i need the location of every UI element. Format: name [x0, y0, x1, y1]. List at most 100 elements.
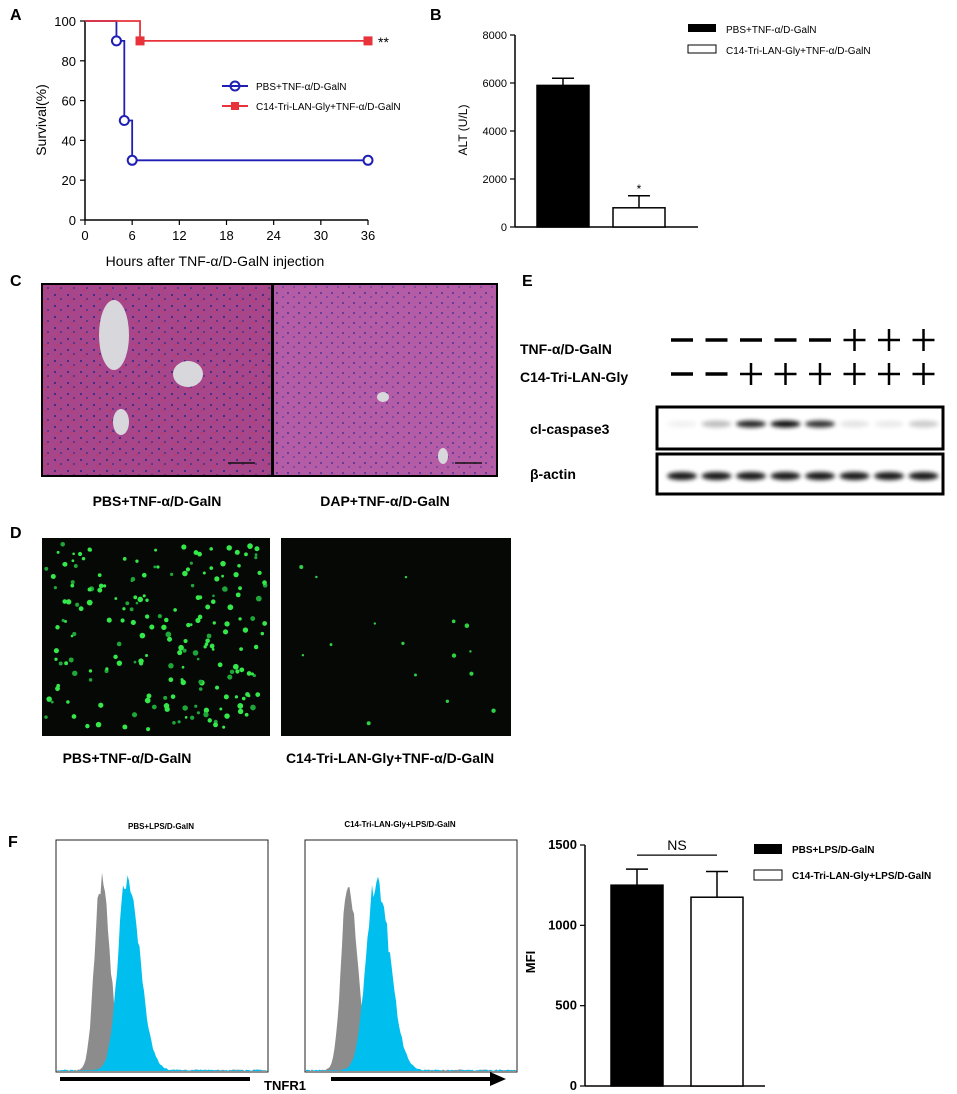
legend-swatch-b-pbs: [688, 24, 716, 32]
fluorescent-nucleus: [212, 594, 215, 598]
fluorescent-nucleus: [75, 602, 80, 607]
fluorescent-nucleus: [222, 586, 228, 592]
fluorescent-nucleus: [207, 718, 212, 723]
fluorescent-nucleus: [373, 622, 377, 625]
fluorescent-nucleus: [62, 561, 68, 567]
fluorescent-nucleus: [239, 647, 243, 651]
fluorescent-nucleus: [72, 631, 77, 637]
fluorescent-nucleus: [130, 579, 134, 583]
fluorescent-nucleus: [68, 657, 74, 663]
panel-a-xlabel: Hours after TNF-α/D-GalN injection: [106, 253, 325, 269]
legend-label-b-pbs: PBS+TNF-α/D-GalN: [726, 25, 817, 36]
panel-label-c: C: [10, 273, 22, 290]
fluorescent-nucleus: [451, 653, 457, 658]
fluorescent-nucleus: [195, 617, 201, 624]
bar-1: [612, 207, 666, 228]
fluorescent-nucleus: [146, 693, 152, 699]
fluorescent-nucleus: [151, 704, 157, 710]
fluorescent-nucleus: [301, 653, 305, 657]
histogram-pbs: [55, 839, 269, 1073]
fluorescent-nucleus: [72, 670, 78, 677]
fluorescent-nucleus: [88, 669, 93, 673]
fluorescent-nucleus: [211, 648, 215, 651]
fluorescent-nucleus: [154, 548, 158, 552]
panel-c-right-caption: DAP+TNF-α/D-GalN: [320, 493, 450, 509]
fluorescent-nucleus: [241, 696, 246, 701]
fluorescent-nucleus: [204, 642, 209, 646]
fluorescent-nucleus: [196, 711, 201, 715]
fluorescent-nucleus: [50, 700, 54, 704]
row-label-tnf: TNF-α/D-GalN: [520, 341, 612, 357]
fluorescent-nucleus: [181, 665, 185, 669]
panel-d-fluorescence: D PBS+TNF-α/D-GalN C14-Tri-LAN-Gly+TNF-α…: [10, 525, 511, 766]
survival-line-c14: [85, 20, 368, 42]
fluorescent-nucleus: [167, 636, 173, 642]
fluorescent-nucleus: [469, 650, 472, 653]
histology-image-dap: [272, 283, 498, 477]
fluorescent-nucleus: [58, 661, 63, 666]
fluorescent-nucleus: [88, 678, 93, 682]
survival-point-c14: [135, 36, 145, 46]
band-cl-caspase3: [908, 420, 939, 428]
fluorescent-nucleus: [299, 565, 304, 570]
fluorescent-nucleus: [234, 695, 239, 699]
fluorescence-image-c14: [281, 538, 511, 736]
fluorescent-nucleus: [260, 631, 265, 636]
fluorescent-nucleus: [135, 601, 139, 605]
fluorescent-nucleus: [239, 667, 245, 673]
band-beta-actin: [839, 472, 870, 480]
fluorescent-nucleus: [44, 566, 49, 571]
fluorescent-nucleus: [238, 617, 242, 621]
bar-ytick-label: 0: [570, 1078, 577, 1093]
blot-cl-caspase3: [655, 405, 945, 451]
fluorescent-nucleus: [85, 723, 90, 729]
fluorescent-nucleus: [146, 727, 151, 732]
panel-a-ylabel: Survival(%): [33, 84, 49, 156]
fluorescent-nucleus: [198, 595, 203, 600]
legend-label-pbs: PBS+TNF-α/D-GalN: [256, 82, 347, 93]
histogram-axis-label: TNFR1: [264, 1078, 306, 1093]
fluorescent-nucleus: [77, 551, 83, 557]
bar-ytick-label: 6000: [483, 78, 507, 90]
panel-f-legend: PBS+LPS/D-GalN C14-Tri-LAN-Gly+LPS/D-Gal…: [753, 844, 931, 882]
fluorescent-nucleus: [214, 576, 220, 582]
fluorescent-nucleus: [189, 561, 193, 565]
fluorescent-nucleus: [227, 604, 234, 611]
fluorescent-nucleus: [202, 571, 206, 575]
histogram-c14: [304, 839, 518, 1073]
fluorescent-nucleus: [145, 598, 149, 602]
fluorescent-nucleus: [149, 624, 155, 630]
band-beta-actin: [908, 472, 939, 480]
fluorescent-nucleus: [130, 619, 136, 626]
fluorescent-nucleus: [181, 544, 187, 550]
panel-a-significance: **: [378, 34, 389, 50]
panel-label-d: D: [10, 525, 22, 542]
panel-b-alt-chart: B 0 2000 4000 6000 8000 * ALT (U/L) PBS+TNF-α…: [430, 7, 871, 234]
fluorescent-nucleus: [153, 565, 157, 569]
fluorescent-nucleus: [73, 564, 78, 568]
fluorescent-nucleus: [184, 716, 188, 719]
bar-0: [610, 884, 664, 1087]
panel-a-ytick-label: 0: [69, 213, 76, 228]
band-beta-actin: [874, 472, 904, 480]
band-cl-caspase3: [874, 420, 904, 428]
fluorescent-nucleus: [61, 618, 65, 623]
band-cl-caspase3: [667, 420, 697, 428]
fluorescent-nucleus: [62, 599, 68, 604]
band-cl-caspase3: [736, 420, 766, 428]
bar-ytick-label: 1000: [548, 917, 577, 932]
panel-e-western-blot: E TNF-α/D-GalN C14-Tri-LAN-Gly cl-caspas…: [520, 273, 945, 496]
survival-point-c14: [363, 36, 373, 46]
row-label-c14: C14-Tri-LAN-Gly: [520, 369, 628, 385]
fluorescent-nucleus: [122, 724, 128, 730]
panel-d-right-caption: C14-Tri-LAN-Gly+TNF-α/D-GalN: [286, 750, 494, 766]
fluorescent-nucleus: [222, 629, 229, 635]
fluorescent-nucleus: [168, 663, 174, 669]
bar-annotation-1: *: [637, 182, 642, 196]
fluorescent-nucleus: [87, 587, 92, 592]
fluorescent-nucleus: [237, 703, 244, 709]
fluorescent-nucleus: [213, 722, 218, 728]
fluorescent-nucleus: [451, 619, 456, 624]
panel-c-left-caption: PBS+TNF-α/D-GalN: [93, 493, 222, 509]
survival-point-pbs: [118, 115, 130, 126]
